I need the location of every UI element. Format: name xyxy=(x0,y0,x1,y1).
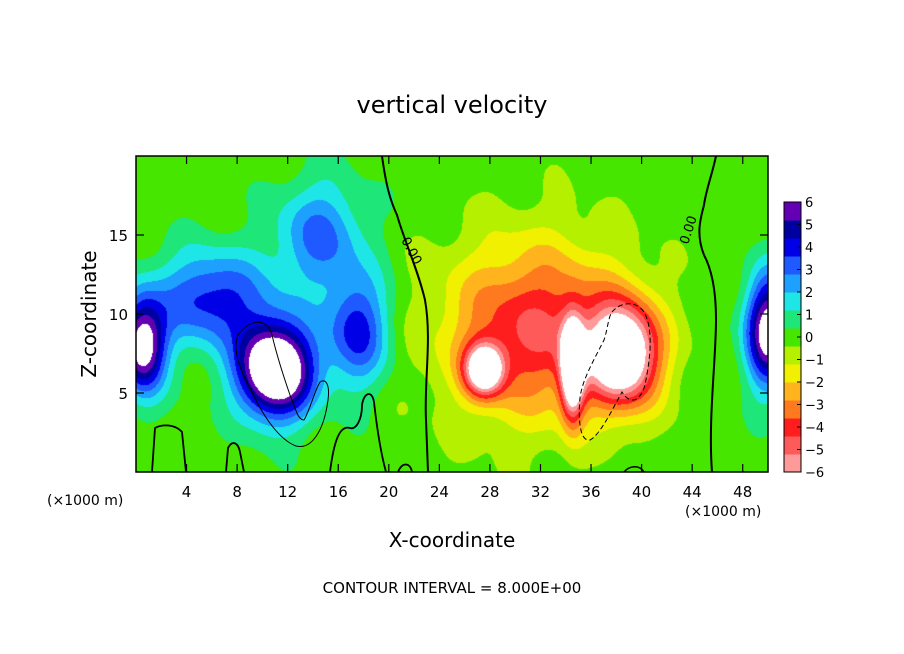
colorbar-swatch xyxy=(784,418,801,437)
colorbar-tick-label: 0 xyxy=(805,331,813,346)
zero-contour-line xyxy=(329,393,387,473)
x-units-left: (×1000 m) xyxy=(47,493,123,509)
x-tick-label: 4 xyxy=(182,483,192,501)
x-tick-label: 20 xyxy=(379,483,398,501)
colorbar-tick-label: −1 xyxy=(805,354,824,369)
colorbar-swatch xyxy=(784,256,801,275)
colorbar-tick-label: 3 xyxy=(805,264,813,279)
colorbar-swatch xyxy=(784,400,801,419)
colorbar-swatch xyxy=(784,364,801,383)
zero-contour-line xyxy=(381,155,429,473)
colorbar-swatch xyxy=(784,310,801,329)
chart-title: vertical velocity xyxy=(357,91,548,119)
colorbar-tick-label: −6 xyxy=(805,466,824,481)
x-tick-label: 40 xyxy=(632,483,651,501)
colorbar-swatch xyxy=(784,382,801,401)
updraft-contour xyxy=(235,321,329,447)
zero-contour-line xyxy=(623,466,645,473)
x-tick-label: 44 xyxy=(683,483,702,501)
y-tick-label: 15 xyxy=(109,227,128,245)
x-tick-label: 16 xyxy=(329,483,348,501)
heatmap-area xyxy=(136,156,768,472)
zero-contour-line xyxy=(225,442,245,473)
zero-contour-line xyxy=(151,424,187,473)
colorbar-tick-label: 1 xyxy=(805,309,813,324)
zero-contour-line xyxy=(698,155,718,473)
colorbar-swatch xyxy=(784,274,801,293)
x-units-right: (×1000 m) xyxy=(685,504,761,520)
colorbar-swatch xyxy=(784,436,801,455)
x-tick-label: 32 xyxy=(531,483,550,501)
y-tick-label: 10 xyxy=(109,306,128,324)
zero-contour-line xyxy=(397,463,413,473)
colorbar-tick-label: −5 xyxy=(805,444,824,459)
colorbar-swatch xyxy=(784,454,801,473)
colorbar-tick-label: 6 xyxy=(805,196,813,211)
colorbar-swatch xyxy=(784,346,801,365)
colorbar-swatch xyxy=(784,292,801,311)
colorbar-tick-label: 2 xyxy=(805,286,813,301)
colorbar-tick-label: −2 xyxy=(805,376,824,391)
colorbar-swatch xyxy=(784,328,801,347)
x-tick-label: 36 xyxy=(581,483,600,501)
colorbar-swatch xyxy=(784,220,801,239)
x-tick-label: 24 xyxy=(430,483,449,501)
colorbar-tick-label: −4 xyxy=(805,421,824,436)
colorbar-swatch xyxy=(784,202,801,221)
colorbar-tick-label: 5 xyxy=(805,219,813,234)
colorbar: 6 5 4 3 2 1 0 −1 −2 −3 −4 −5 −6 xyxy=(783,196,824,481)
x-tick-label: 8 xyxy=(232,483,242,501)
y-axis-label: Z-coordinate xyxy=(77,250,101,377)
x-tick-label: 12 xyxy=(278,483,297,501)
downdraft-contour xyxy=(578,303,651,441)
y-tick-label: 5 xyxy=(118,385,128,403)
colorbar-tick-label: 4 xyxy=(805,241,813,256)
x-axis-label: X-coordinate xyxy=(389,528,516,552)
colorbar-tick-label: −3 xyxy=(805,399,824,414)
colorbar-swatch xyxy=(784,238,801,257)
x-tick-label: 48 xyxy=(733,483,752,501)
contour-interval-note: CONTOUR INTERVAL = 8.000E+00 xyxy=(323,579,582,597)
x-tick-label: 28 xyxy=(480,483,499,501)
